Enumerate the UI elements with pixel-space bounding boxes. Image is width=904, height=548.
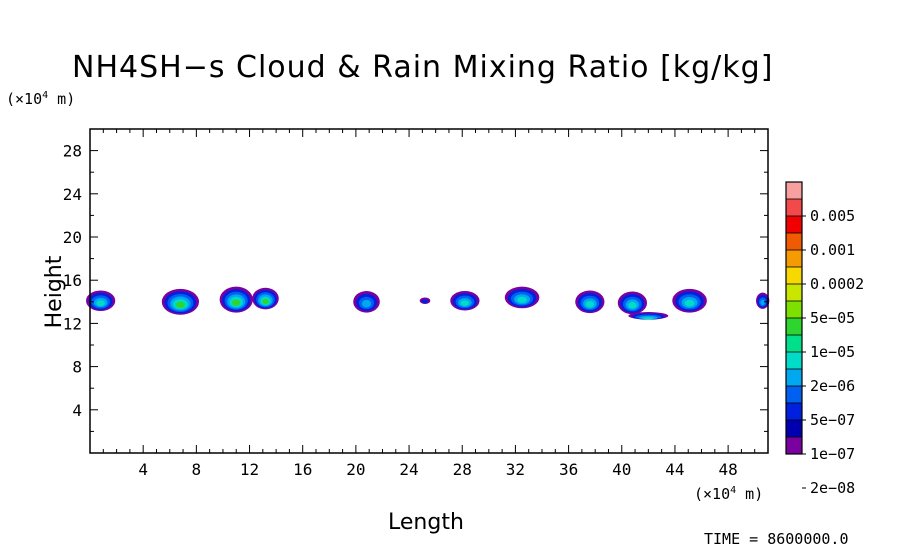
cloud-contour — [232, 299, 241, 306]
colorbar-swatch — [786, 403, 802, 421]
colorbar-swatch — [786, 335, 802, 353]
cloud-contour — [421, 299, 429, 304]
colorbar-swatch — [786, 250, 802, 268]
cloud-blob — [504, 286, 540, 309]
y-tick-label: 4 — [72, 401, 82, 420]
colorbar-swatch — [786, 216, 802, 234]
cloud-contour — [460, 300, 470, 306]
cloud-contour — [642, 317, 655, 320]
colorbar-swatch — [786, 369, 802, 387]
y-tick-label: 12 — [63, 314, 82, 333]
cloud-blob — [86, 290, 116, 311]
colorbar-label: 5e−07 — [810, 411, 855, 429]
x-tick-label: 48 — [718, 460, 737, 479]
x-axis-unit: (×104 m) — [694, 485, 764, 503]
colorbar-swatch — [786, 267, 802, 285]
cloud-contour — [361, 299, 372, 308]
colorbar-swatch — [786, 437, 802, 455]
colorbar-label: 1e−05 — [810, 343, 855, 361]
x-tick-label: 12 — [240, 460, 259, 479]
cloud-contour — [517, 296, 527, 303]
colorbar-label: 2e−08 — [810, 479, 855, 497]
y-tick-label: 16 — [63, 271, 82, 290]
colorbar-swatch — [786, 284, 802, 302]
cloud-blob — [252, 287, 279, 310]
colorbar-swatch — [786, 199, 802, 217]
colorbar-swatch — [786, 386, 802, 404]
cloud-blob — [219, 286, 253, 313]
colorbar-label: 0.0002 — [810, 275, 864, 293]
x-tick-label: 32 — [506, 460, 525, 479]
colorbar-swatch — [786, 233, 802, 251]
x-tick-label: 28 — [453, 460, 472, 479]
x-tick-label: 8 — [192, 460, 202, 479]
cloud-layer — [86, 286, 770, 320]
colorbar: 0.005 0.001 0.0002 5e−05 1e−05 2e−06 5e−07 1e−0… — [785, 181, 864, 497]
colorbar-swatch — [786, 182, 802, 200]
cloud-contour — [628, 302, 637, 309]
cloud-contour — [760, 299, 765, 306]
x-tick-label: 20 — [346, 460, 365, 479]
x-tick-label: 16 — [293, 460, 312, 479]
colorbar-label: 1e−07 — [810, 445, 855, 463]
colorbar-label: 2e−06 — [810, 377, 855, 395]
x-tick-label: 36 — [559, 460, 578, 479]
chart-title: NH4SH−s Cloud & Rain Mixing Ratio [kg/kg… — [72, 50, 774, 85]
cloud-blob — [756, 292, 770, 309]
y-axis-unit: (×104 m) — [6, 90, 76, 108]
y-tick-label: 24 — [63, 185, 82, 204]
cloud-blob — [617, 291, 648, 315]
x-tick-label: 40 — [612, 460, 631, 479]
colorbar-swatch — [786, 420, 802, 438]
y-tick-label: 28 — [63, 142, 82, 161]
cloud-blob — [353, 291, 380, 313]
x-tick-label: 44 — [665, 460, 684, 479]
cloud-contour — [585, 300, 595, 308]
cloud-contour — [262, 298, 269, 305]
cloud-blob — [672, 288, 707, 313]
x-tick-label: 4 — [138, 460, 148, 479]
cloud-blob — [575, 290, 605, 314]
colorbar-swatch — [786, 318, 802, 336]
y-tick-label: 20 — [63, 228, 82, 247]
cloud-blob — [161, 288, 200, 315]
cloud-contour — [96, 300, 105, 307]
colorbar-swatch — [786, 301, 802, 319]
plot-frame — [89, 128, 769, 454]
cloud-blob — [419, 297, 431, 304]
colorbar-label: 5e−05 — [810, 309, 855, 327]
colorbar-swatch — [786, 352, 802, 370]
y-tick-label: 8 — [72, 358, 82, 377]
colorbar-label: 0.001 — [810, 241, 855, 259]
x-tick-label: 24 — [399, 460, 418, 479]
cloud-contour — [684, 299, 695, 307]
x-axis-label: Length — [388, 510, 464, 535]
cloud-blob — [450, 291, 480, 311]
cloud-blob — [628, 312, 669, 320]
cloud-contour — [175, 301, 185, 308]
colorbar-label: 0.005 — [810, 207, 855, 225]
